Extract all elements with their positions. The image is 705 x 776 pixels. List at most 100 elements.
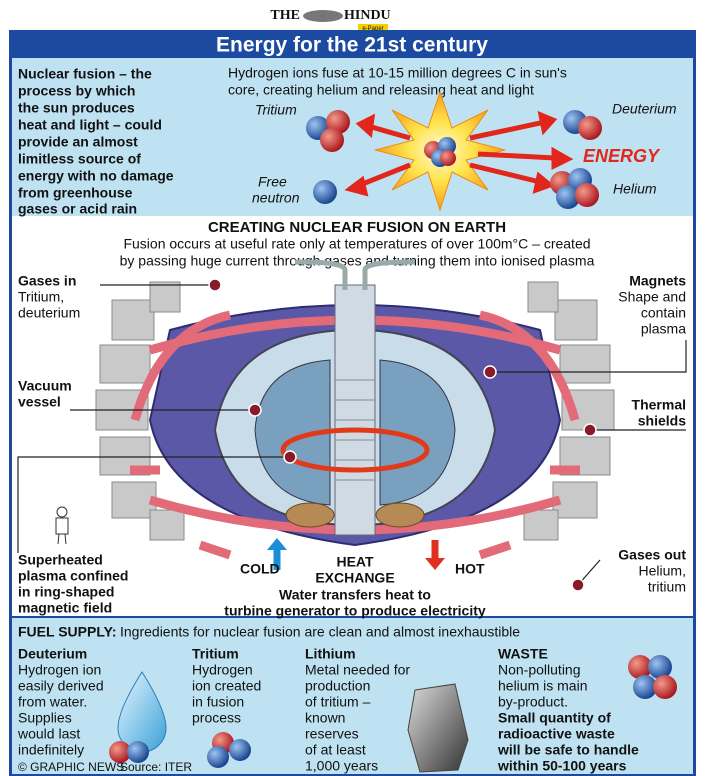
magnets-title: Magnets	[629, 273, 686, 289]
masthead-right: HINDU	[344, 8, 391, 23]
tritium-label: Tritium	[255, 102, 297, 118]
tokamak-shape-shape	[65, 534, 66, 544]
sun-diagram-shape	[578, 116, 602, 140]
hot-label: HOT	[455, 561, 485, 577]
lithium-title: Lithium	[305, 646, 356, 662]
tokamak-shape	[286, 503, 334, 527]
deuterium-label: Deuterium	[612, 101, 677, 117]
page: Energy for the 21st century { "masthead"…	[0, 0, 705, 776]
deuterium-line: Supplies	[18, 710, 72, 726]
tokamak-shape	[376, 503, 424, 527]
energy-label: ENERGY	[583, 146, 661, 166]
intro-line: from greenhouse	[18, 185, 133, 201]
credit: © GRAPHIC NEWS	[18, 760, 124, 774]
deuterium-line: from water.	[18, 694, 87, 710]
tokamak-shape	[335, 285, 375, 535]
waste-bold-line: will be safe to handle	[497, 742, 639, 758]
tokamak-shape-shape	[524, 510, 558, 540]
lithium-line: production	[305, 678, 370, 694]
fuel-supply-shape	[653, 675, 677, 699]
leader-lines-shape	[284, 451, 296, 463]
title: Energy for the 21st century	[216, 34, 488, 57]
tokamak-shape-shape	[100, 345, 150, 383]
lithium-line: known	[305, 710, 345, 726]
tokamak-shape-shape	[480, 545, 510, 555]
leader-lines-shape	[209, 279, 221, 291]
leader-lines-shape	[572, 579, 584, 591]
sun-diagram-shape	[440, 150, 456, 166]
lithium-line: reserves	[305, 726, 359, 742]
tritium-line: process	[192, 710, 241, 726]
source: Source: ITER	[120, 760, 192, 774]
deuterium-line: easily derived	[18, 678, 104, 694]
fuel-supply-shape	[229, 739, 251, 761]
gases-out-line: tritium	[648, 579, 686, 595]
body: THE HINDU e-Paper Energy for the 21st ce…	[0, 0, 705, 776]
gases-out-title: Gases out	[618, 547, 686, 563]
lithium-line: 1,000 years	[305, 758, 378, 774]
fuel-supply-shape	[648, 655, 672, 679]
deuterium-line: indefinitely	[18, 742, 84, 758]
tokamak-shape-shape	[555, 300, 597, 340]
water-line: turbine generator to produce electricity	[224, 603, 486, 619]
tokamak-shape-shape	[560, 345, 610, 383]
magnets-line: plasma	[641, 321, 686, 337]
fuel-supply-shape	[207, 746, 229, 768]
vacuum-label: vessel	[18, 394, 61, 410]
tokamak-shape-shape	[528, 282, 558, 312]
tokamak-shape-shape	[57, 507, 67, 517]
helium-label: Helium	[613, 181, 657, 197]
waste-line: by-product.	[498, 694, 568, 710]
intro-line: limitless source of	[18, 151, 141, 167]
tokamak-shape-shape	[150, 510, 184, 540]
intro-line: Nuclear fusion – the	[18, 66, 152, 82]
plasma-label: in ring-shaped	[18, 584, 114, 600]
plasma-label: Superheated	[18, 552, 103, 568]
waste-title: WASTE	[498, 646, 548, 662]
magnets-line: Shape and	[618, 289, 686, 305]
intro-line: energy with no damage	[18, 168, 174, 184]
masthead-shape	[303, 10, 343, 22]
sun-diagram-shape	[575, 183, 599, 207]
earth-subtitle: by passing huge current through gases an…	[120, 253, 595, 269]
neutron-label: neutron	[252, 190, 300, 206]
gases-in-title: Gases in	[18, 273, 76, 289]
heat-exchange: HEAT	[336, 554, 374, 570]
sun-diagram-shape	[320, 128, 344, 152]
leader-lines-shape	[584, 424, 596, 436]
tokamak-shape-shape	[112, 482, 156, 518]
tokamak-shape-shape	[56, 518, 68, 534]
waste-bold-line: radioactive waste	[498, 726, 615, 742]
deuterium-line: would last	[17, 726, 80, 742]
intro-line: heat and light – could	[18, 117, 162, 133]
thermal-label: shields	[638, 413, 686, 429]
fuel-heading-text: Ingredients for nuclear fusion are clean…	[120, 624, 520, 640]
intro-line: gases or acid rain	[18, 201, 137, 217]
neutron-label: Free	[258, 174, 287, 190]
cold-label: COLD	[240, 561, 280, 577]
infographic: THE HINDU e-Paper Energy for the 21st ce…	[0, 0, 705, 776]
deuterium-line: Hydrogen ion	[18, 662, 101, 678]
tokamak-shape-shape	[200, 545, 230, 555]
tritium-line: ion created	[192, 678, 261, 694]
fuel-heading: FUEL SUPPLY:	[18, 624, 117, 640]
plasma-label: plasma confined	[18, 568, 128, 584]
lithium-line: Metal needed for	[305, 662, 410, 678]
tokamak-shape	[267, 538, 287, 550]
intro-line: process by which	[18, 83, 135, 99]
tokamak-shape-shape	[112, 300, 154, 340]
waste-bold-line: Small quantity of	[498, 710, 611, 726]
gases-in-line: Tritium,	[18, 289, 64, 305]
tokamak-shape	[56, 507, 68, 544]
tokamak-shape	[425, 558, 445, 570]
leader-lines-shape	[249, 404, 261, 416]
waste-line: Non-polluting	[498, 662, 581, 678]
sun-caption: Hydrogen ions fuse at 10-15 million degr…	[228, 65, 567, 81]
intro-line: the sun produces	[18, 100, 135, 116]
vacuum-label: Vacuum	[18, 378, 72, 394]
magnets-line: contain	[641, 305, 686, 321]
gases-out-line: Helium,	[639, 563, 686, 579]
masthead: THE HINDU e-Paper	[270, 8, 390, 32]
intro-line: provide an almost	[18, 134, 138, 150]
gases-in-line: deuterium	[18, 305, 80, 321]
